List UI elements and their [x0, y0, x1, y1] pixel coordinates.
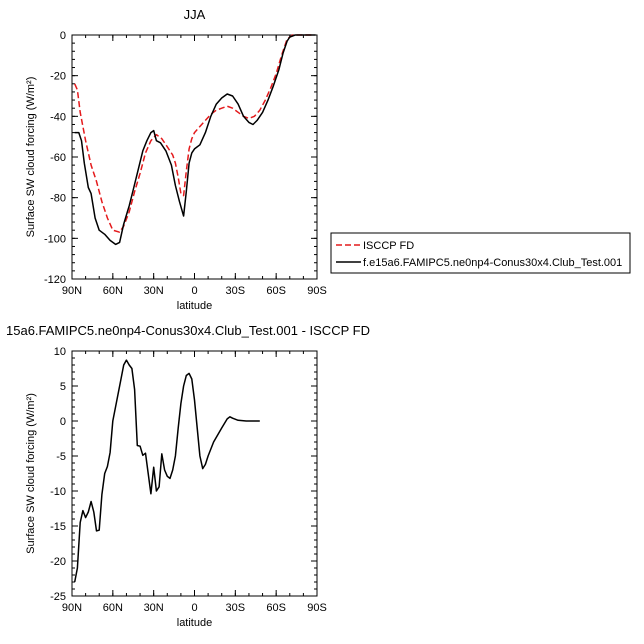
x-tick-label: 0 [191, 285, 197, 297]
y-tick-label: -60 [50, 152, 66, 164]
x-tick-label: 90S [307, 285, 327, 297]
x-tick-label: 60N [103, 602, 123, 614]
x-tick-label: 90N [62, 285, 82, 297]
x-tick-label: 0 [191, 602, 197, 614]
x-tick-label: 90N [62, 602, 82, 614]
bottom-panel-difference: 90N 60N 30N 0 30S 60S 90S 10 5 0 -5 -10 -15 -20 -25 15a… [6, 323, 370, 629]
x-tick-label: 60S [266, 285, 286, 297]
y-tick-label: 10 [54, 346, 66, 358]
y-tick-label: -120 [44, 274, 66, 286]
y-axis-title: Surface SW cloud forcing (W/m²) [25, 77, 37, 238]
series-line-0 [73, 359, 260, 583]
y-tick-label: -20 [50, 556, 66, 568]
y-tick-label: -25 [50, 591, 66, 603]
y-axis-title: Surface SW cloud forcing (W/m²) [25, 393, 37, 554]
x-tick-label: 30S [226, 285, 246, 297]
plot-title: JJA [184, 7, 206, 22]
x-axis-title: latitude [177, 617, 212, 629]
y-tick-label: -80 [50, 193, 66, 205]
series-line-0 [74, 34, 315, 233]
x-tick-label: 30S [226, 602, 246, 614]
y-tick-label: -10 [50, 486, 66, 498]
x-tick-label: 60N [103, 285, 123, 297]
y-tick-label: 5 [60, 381, 66, 393]
legend-box [330, 232, 631, 274]
plot-frame [71, 34, 318, 280]
plot-title: 15a6.FAMIPC5.ne0np4-Conus30x4.Club_Test.… [6, 323, 370, 338]
y-tick-label: 0 [60, 30, 66, 42]
legend-label-0: ISCCP FD [363, 240, 414, 252]
plot-frame [71, 350, 318, 597]
series-line-1 [74, 34, 316, 246]
legend-label-1: f.e15a6.FAMIPC5.ne0np4-Conus30x4.Club_Te… [363, 257, 622, 269]
y-tick-label: 0 [60, 416, 66, 428]
x-tick-label: 30N [144, 285, 164, 297]
x-tick-label: 30N [144, 602, 164, 614]
x-tick-label: 60S [266, 602, 286, 614]
y-tick-label: -15 [50, 521, 66, 533]
x-tick-label: 90S [307, 602, 327, 614]
y-tick-label: -100 [44, 233, 66, 245]
top-panel-jja: 90N 60N 30N 0 30S 60S 90S 0 -20 -40 -60 -80 -100 -120… [25, 7, 631, 312]
y-tick-label: -20 [50, 71, 66, 83]
x-axis-title: latitude [177, 300, 212, 312]
y-tick-label: -40 [50, 111, 66, 123]
y-tick-label: -5 [56, 451, 66, 463]
